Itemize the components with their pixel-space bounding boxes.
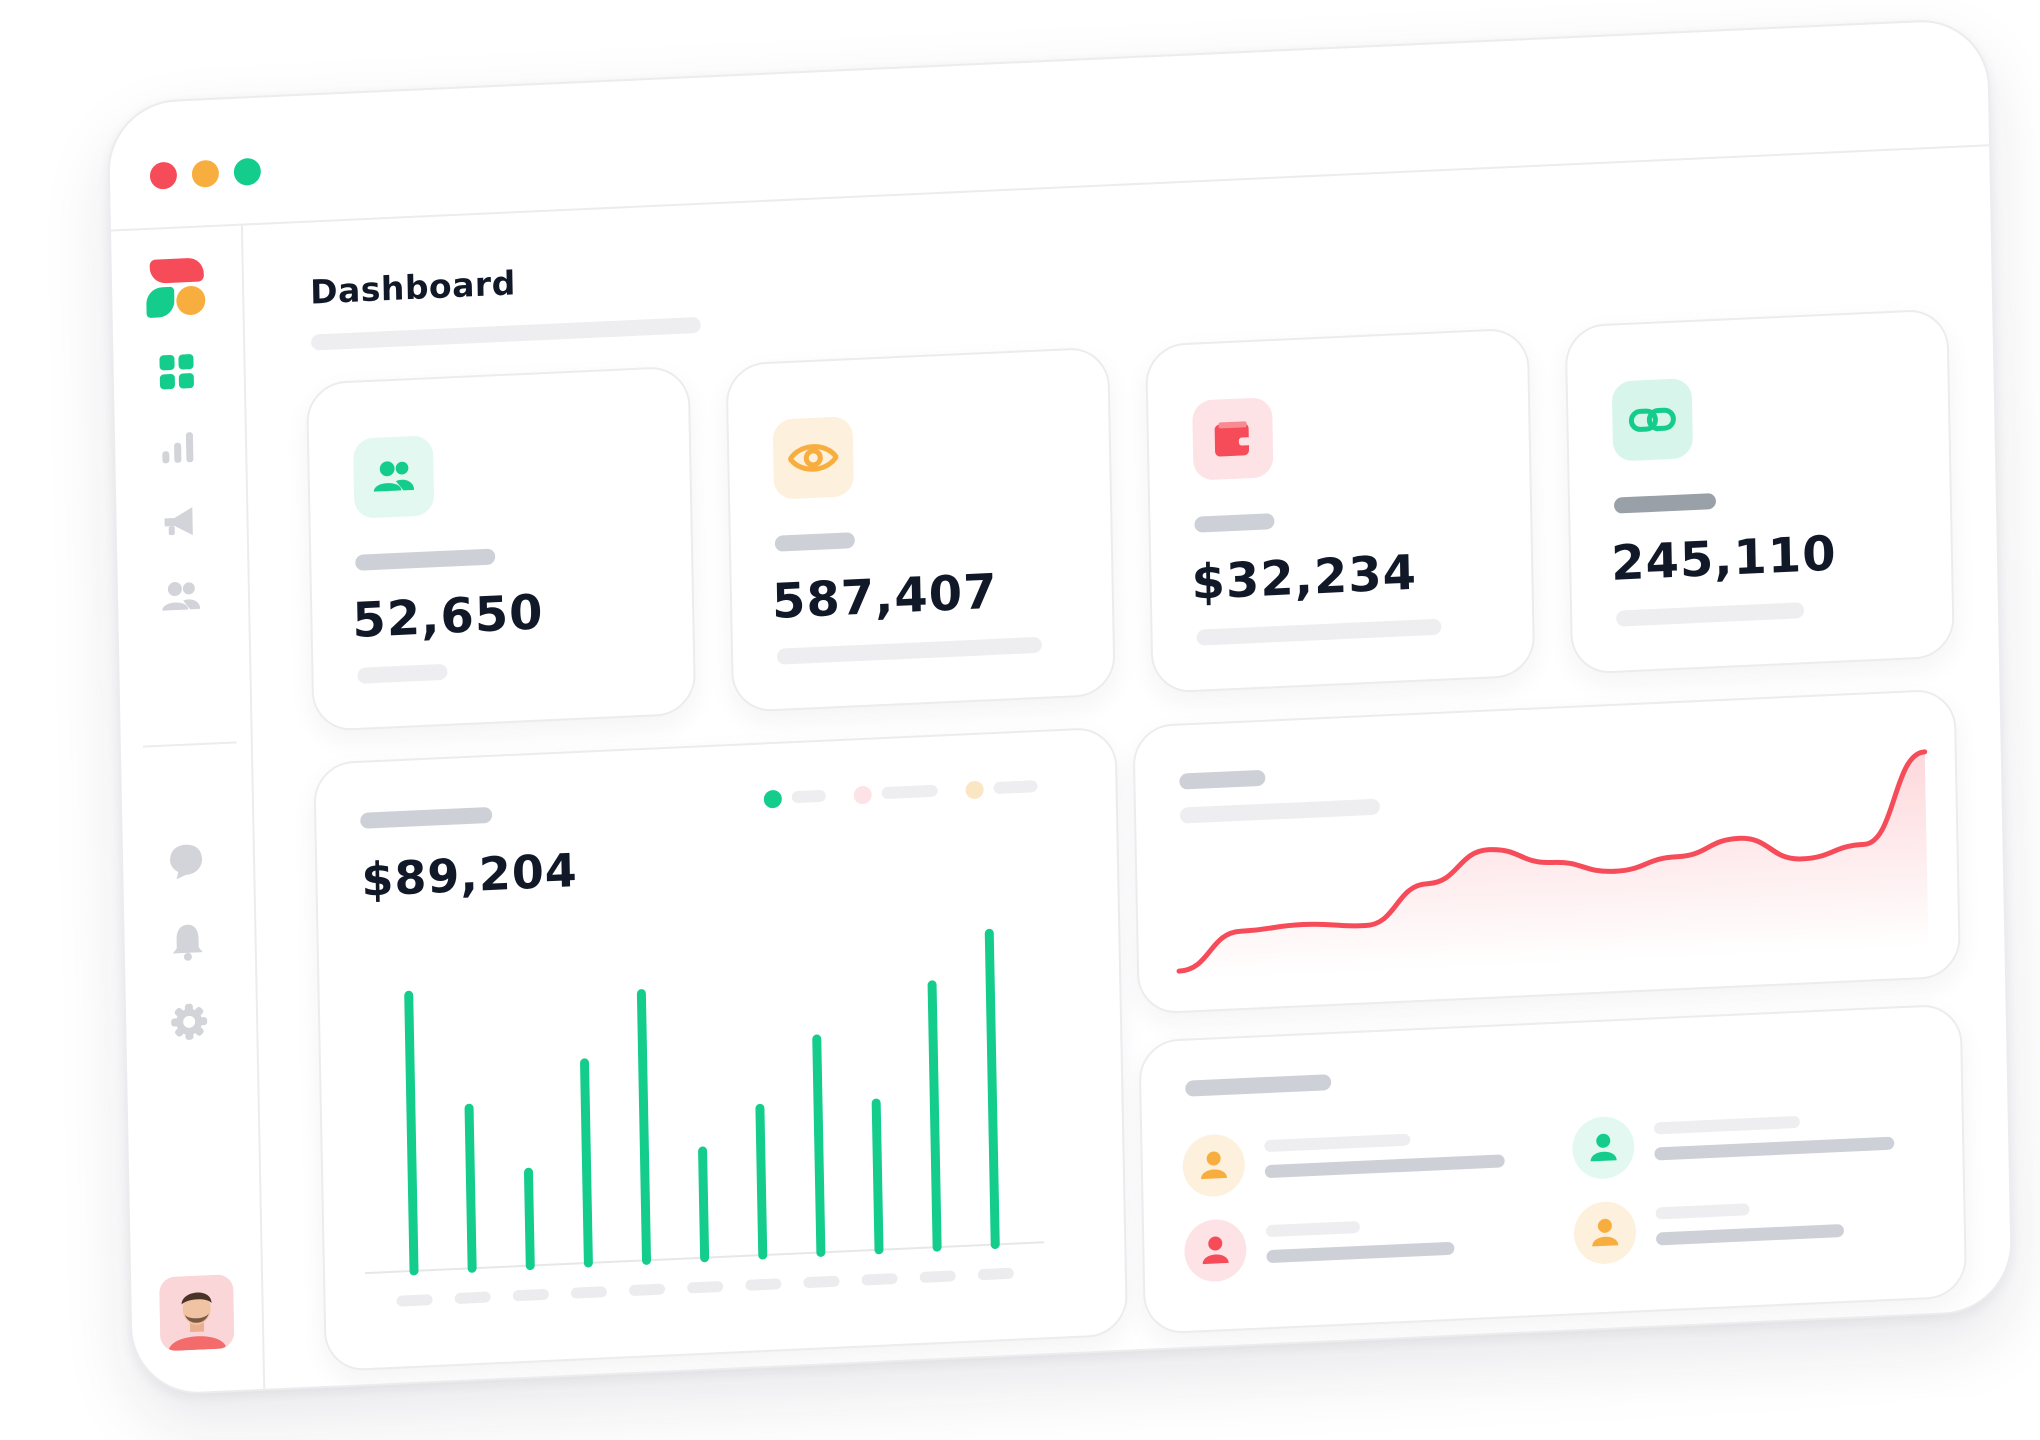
- list-item-avatar[interactable]: [1183, 1218, 1247, 1283]
- revenue-bar-chart: [364, 928, 1045, 1307]
- sidebar: [111, 225, 266, 1395]
- users-icon: [352, 435, 435, 519]
- legend-label-placeholder: [791, 789, 826, 804]
- trend-chart-card: [1132, 688, 1962, 1015]
- brand-logo[interactable]: [146, 257, 209, 322]
- stat-caption-placeholder: [357, 663, 448, 684]
- bar: [984, 928, 1000, 1249]
- x-tick-label: [803, 1275, 840, 1288]
- wallet-icon: [1192, 397, 1274, 481]
- user-avatar[interactable]: [159, 1274, 235, 1352]
- x-tick-label: [861, 1273, 898, 1286]
- bar: [636, 989, 652, 1265]
- megaphone-icon: [164, 507, 193, 536]
- gear-icon: [171, 1003, 208, 1040]
- bar: [580, 1058, 593, 1268]
- chart-title-placeholder: [360, 806, 493, 829]
- user-icon: [1590, 1133, 1617, 1162]
- stat-card-users[interactable]: 52,650: [305, 365, 697, 732]
- user-icon: [1592, 1218, 1619, 1247]
- stat-caption-placeholder: [776, 636, 1042, 665]
- x-tick-label: [454, 1291, 491, 1304]
- list-item-subtitle-placeholder: [1655, 1223, 1845, 1246]
- x-tick-label: [629, 1283, 666, 1296]
- bar: [698, 1146, 710, 1263]
- legend-series-3-dot: [965, 780, 984, 800]
- trend-line-chart: [1176, 749, 1929, 981]
- stat-value: 245,110: [1610, 525, 1838, 592]
- list-item-subtitle-placeholder: [1266, 1241, 1455, 1264]
- series-line: [1176, 749, 1928, 974]
- list-item-avatar[interactable]: [1571, 1115, 1635, 1181]
- list-title-placeholder: [1185, 1074, 1332, 1097]
- list-item-title-placeholder: [1265, 1220, 1361, 1238]
- list-item-title-placeholder: [1655, 1203, 1750, 1220]
- bar: [871, 1098, 884, 1255]
- main-content: Dashboard 52,650: [243, 146, 2012, 1388]
- stat-value: 52,650: [351, 584, 545, 650]
- eye-icon: [772, 416, 854, 500]
- minimize-window-button[interactable]: [191, 159, 220, 188]
- link-icon: [1611, 378, 1694, 462]
- people-list-card: [1138, 1003, 1968, 1335]
- stat-label-placeholder: [774, 532, 855, 552]
- list-item-title-placeholder: [1264, 1133, 1411, 1153]
- x-tick-label: [745, 1278, 782, 1291]
- bar: [464, 1103, 477, 1273]
- stat-card-views[interactable]: 587,407: [725, 346, 1116, 713]
- list-item-subtitle-placeholder: [1264, 1154, 1505, 1179]
- legend-label-placeholder: [881, 784, 938, 800]
- sidebar-item-campaigns[interactable]: [156, 498, 203, 546]
- sidebar-item-users[interactable]: [158, 573, 205, 621]
- sidebar-item-analytics[interactable]: [155, 423, 202, 471]
- stat-value: 587,407: [771, 563, 998, 630]
- bar: [404, 990, 419, 1276]
- stat-label-placeholder: [1613, 493, 1717, 514]
- user-icon: [1201, 1151, 1228, 1180]
- stat-card-revenue[interactable]: $32,234: [1145, 327, 1536, 694]
- maximize-window-button[interactable]: [233, 157, 262, 186]
- area-fill: [1179, 751, 1929, 981]
- legend-series-2-dot: [853, 785, 872, 805]
- revenue-chart-card: $89,204: [313, 726, 1129, 1373]
- stat-value: $32,234: [1191, 544, 1418, 611]
- x-tick-label: [687, 1281, 724, 1294]
- legend-series-1-dot: [763, 789, 782, 809]
- users-icon: [162, 582, 201, 611]
- sidebar-item-notifications[interactable]: [164, 918, 211, 966]
- sidebar-item-settings[interactable]: [166, 998, 213, 1046]
- sidebar-item-messages[interactable]: [163, 838, 210, 886]
- legend-label-placeholder: [993, 780, 1038, 795]
- stat-caption-placeholder: [1196, 618, 1442, 646]
- page-subtitle-placeholder: [310, 316, 701, 351]
- x-tick-label: [919, 1270, 956, 1283]
- list-item-title-placeholder: [1653, 1115, 1800, 1135]
- sidebar-item-dashboard[interactable]: [153, 348, 200, 396]
- chat-icon: [170, 844, 203, 880]
- page-title: Dashboard: [309, 263, 517, 312]
- app-window: Dashboard 52,650: [106, 17, 2014, 1397]
- stat-label-placeholder: [1194, 513, 1275, 533]
- bar: [927, 980, 942, 1252]
- stat-label-placeholder: [355, 548, 496, 571]
- stat-card-links[interactable]: 245,110: [1564, 308, 1955, 675]
- bar: [523, 1167, 535, 1271]
- close-window-button[interactable]: [149, 161, 178, 190]
- x-tick-label: [396, 1294, 433, 1307]
- x-tick-label: [512, 1289, 549, 1302]
- x-tick-label: [977, 1267, 1014, 1281]
- user-icon: [1202, 1236, 1229, 1265]
- sidebar-divider: [142, 741, 237, 748]
- stat-caption-placeholder: [1616, 602, 1805, 627]
- bar: [812, 1034, 826, 1257]
- bell-icon: [172, 924, 203, 961]
- bar: [755, 1103, 768, 1260]
- grid-icon: [159, 354, 194, 390]
- list-item-subtitle-placeholder: [1654, 1136, 1895, 1161]
- revenue-total: $89,204: [360, 843, 579, 907]
- list-item-avatar[interactable]: [1182, 1133, 1246, 1198]
- x-tick-label: [570, 1286, 607, 1299]
- list-item-avatar[interactable]: [1573, 1200, 1637, 1266]
- bar-chart-icon: [162, 432, 194, 464]
